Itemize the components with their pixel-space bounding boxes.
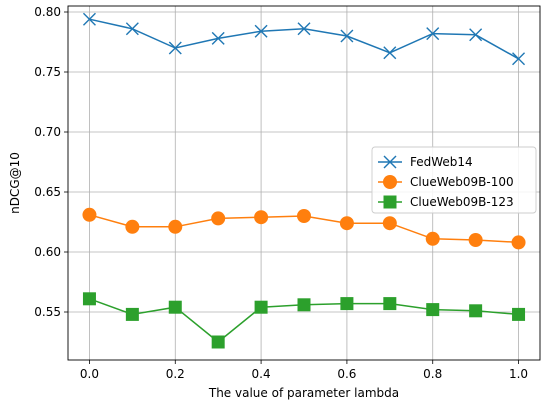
data-point: [426, 27, 440, 41]
x-axis-title: The value of parameter lambda: [208, 386, 399, 400]
data-point: [211, 31, 225, 45]
legend-entry: ClueWeb09B-100: [378, 175, 514, 189]
legend-marker: [383, 195, 397, 209]
data-point: [340, 29, 354, 43]
legend-label: ClueWeb09B-100: [410, 175, 514, 189]
series-group: [82, 12, 526, 349]
data-point: [511, 235, 526, 250]
y-tick-label: 0.75: [34, 65, 61, 79]
data-point: [512, 307, 526, 321]
x-tick-label: 0.8: [423, 367, 442, 381]
data-point: [82, 292, 96, 306]
y-tick-label: 0.55: [34, 305, 61, 319]
data-point: [211, 211, 226, 226]
data-point: [469, 304, 483, 318]
data-point: [340, 297, 354, 311]
data-point: [383, 46, 397, 60]
y-axis-title: nDCG@10: [8, 152, 22, 214]
data-point: [211, 335, 225, 349]
legend-marker: [383, 155, 397, 169]
legend-entry: ClueWeb09B-123: [378, 195, 514, 209]
data-point: [339, 216, 354, 231]
y-tick-label: 0.60: [34, 245, 61, 259]
y-tick-label: 0.70: [34, 125, 61, 139]
data-point: [125, 307, 139, 321]
axis-ticks: 0.0 0.2 0.4 0.6 0.8 1.0 0.55 0.60 0.65 0.70 0.75 0.…: [34, 5, 528, 381]
x-tick-label: 0.4: [252, 367, 271, 381]
x-tick-label: 0.6: [337, 367, 356, 381]
data-point: [168, 219, 183, 234]
data-point: [125, 22, 139, 36]
legend: FedWeb14 ClueWeb09B-100 ClueWeb09B-123: [371, 146, 537, 214]
data-point: [82, 207, 97, 222]
data-point: [383, 297, 397, 311]
legend-marker: [383, 175, 397, 189]
data-point: [297, 22, 311, 36]
data-point: [469, 28, 483, 42]
plot-area-frame: [67, 5, 541, 361]
legend-box: [371, 146, 537, 214]
data-point: [297, 209, 311, 223]
data-point: [168, 300, 182, 314]
data-point: [168, 41, 182, 55]
series-line: [89, 18, 519, 60]
y-tick-label: 0.65: [34, 185, 61, 199]
data-point: [382, 216, 397, 231]
legend-entry: FedWeb14: [378, 155, 473, 169]
y-tick-label: 0.80: [34, 5, 61, 19]
data-point: [254, 210, 269, 225]
data-point: [125, 219, 140, 234]
legend-label: ClueWeb09B-123: [410, 195, 514, 209]
x-tick-label: 0.0: [80, 367, 99, 381]
series-0: [82, 12, 526, 66]
data-point: [254, 300, 268, 314]
data-point: [254, 24, 268, 38]
data-point: [82, 12, 96, 26]
data-point: [468, 233, 483, 247]
series-1: [82, 207, 526, 250]
x-tick-label: 1.0: [509, 367, 528, 381]
data-point: [425, 231, 440, 246]
x-tick-label: 0.2: [166, 367, 185, 381]
series-2: [82, 292, 526, 349]
data-point: [426, 303, 440, 317]
data-point: [512, 52, 526, 66]
legend-label: FedWeb14: [410, 155, 473, 169]
data-point: [297, 298, 311, 312]
